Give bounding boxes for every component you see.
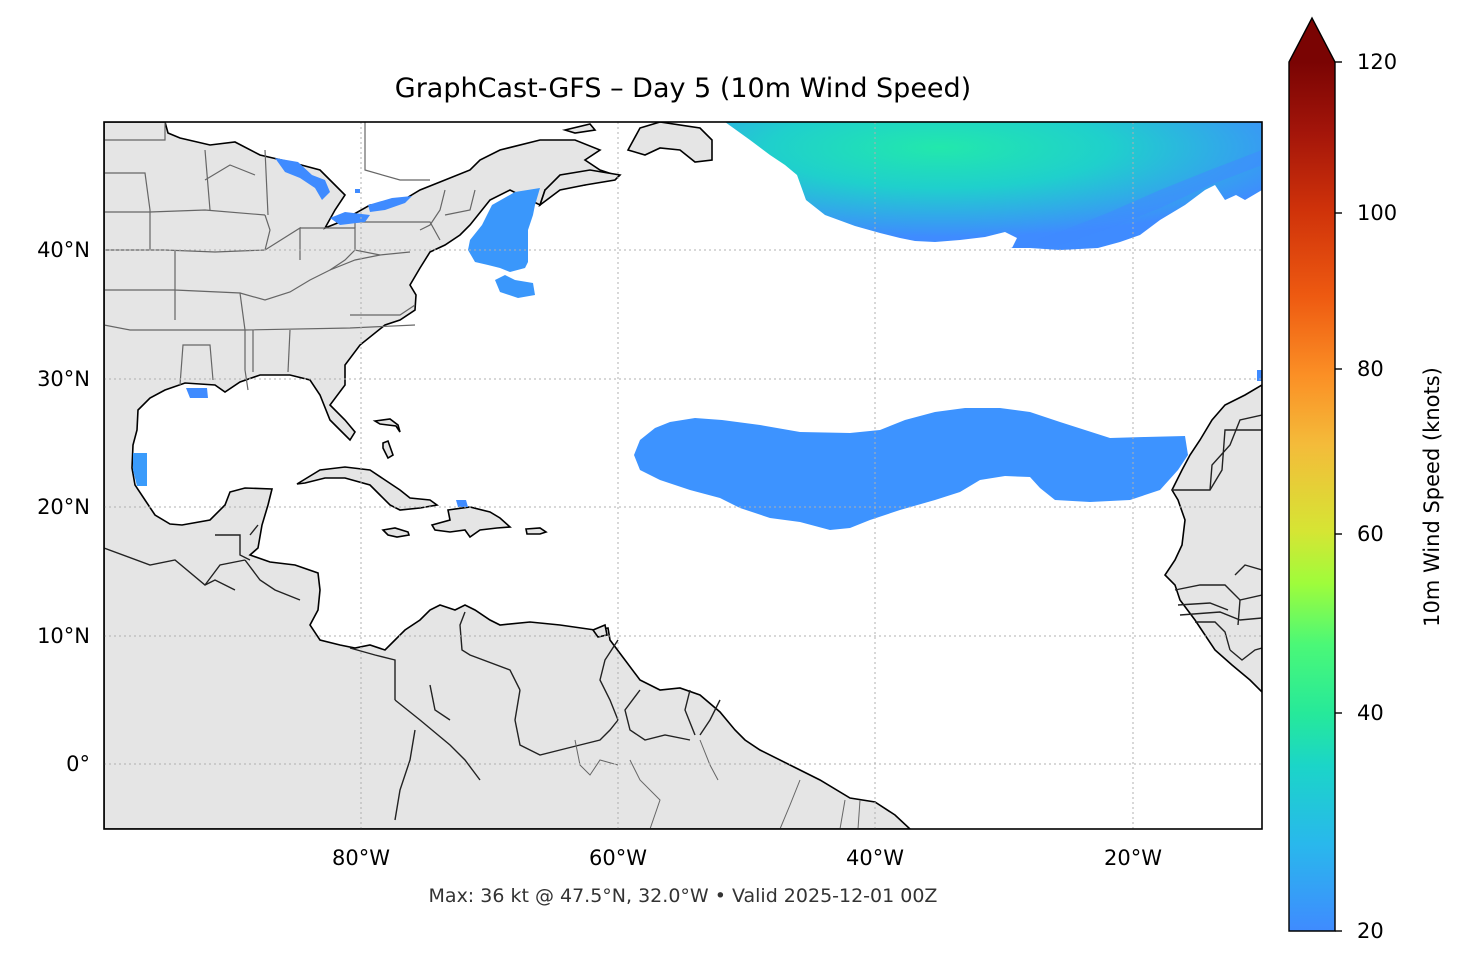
bahamas-islands [372,418,401,460]
x-tick-label: 20°W [1104,846,1162,870]
wind-field-gulf-west [133,453,147,486]
chart-title: GraphCast-GFS – Day 5 (10m Wind Speed) [394,73,972,104]
cuba-island [296,466,440,511]
colorbar-tick-label: 40 [1357,701,1384,725]
wind-field-great-lakes [275,158,412,225]
map-frame [103,121,1263,830]
colorbar-tick-label: 120 [1357,50,1398,74]
wind-field-jet-lower-arm [1010,150,1262,248]
africa-land [1163,384,1262,694]
hispaniola-island [430,506,512,539]
country-borders [104,414,1262,821]
jamaica-island [381,527,411,538]
pei-island [561,123,597,134]
colorbar-tick-label: 100 [1357,201,1398,225]
y-tick-label: 30°N [37,367,90,391]
map-area [104,122,1262,829]
y-tick-label: 40°N [37,238,90,262]
colorbar-tick-label: 60 [1357,522,1384,546]
wind-field-trade-winds [634,408,1188,530]
x-tick-label: 60°W [589,846,647,870]
y-tick-label: 0° [66,752,90,776]
colorbar-extend-arrow [1289,18,1335,62]
colorbar-title: 10m Wind Speed (knots) [1420,367,1444,627]
max-wind-caption: Max: 36 kt @ 47.5°N, 32.0°W • Valid 2025… [428,885,938,907]
trinidad-island [591,623,608,638]
colorbar-ticks [1335,61,1342,932]
colorbar-tick-label: 20 [1357,919,1384,943]
y-tick-label: 20°N [37,495,90,519]
wind-field-eastern-edge [1257,370,1262,381]
wind-field-hispaniola [456,500,468,507]
colorbar [1288,16,1342,932]
gridlines [104,122,1262,829]
newfoundland-island [626,122,713,163]
x-tick-label: 40°W [846,846,904,870]
colorbar-gradient [1289,62,1335,931]
puerto-rico-island [525,527,548,535]
colorbar-tick-label: 80 [1357,357,1384,381]
grey-internal-borders [574,739,861,829]
colorbar-outline [1288,16,1336,932]
nova-scotia-land [538,169,622,208]
wind-field-gulf-north [186,388,208,398]
y-tick-label: 10°N [37,624,90,648]
wind-field-new-england [468,188,540,298]
x-tick-label: 80°W [332,846,390,870]
north-america-land [104,122,912,829]
